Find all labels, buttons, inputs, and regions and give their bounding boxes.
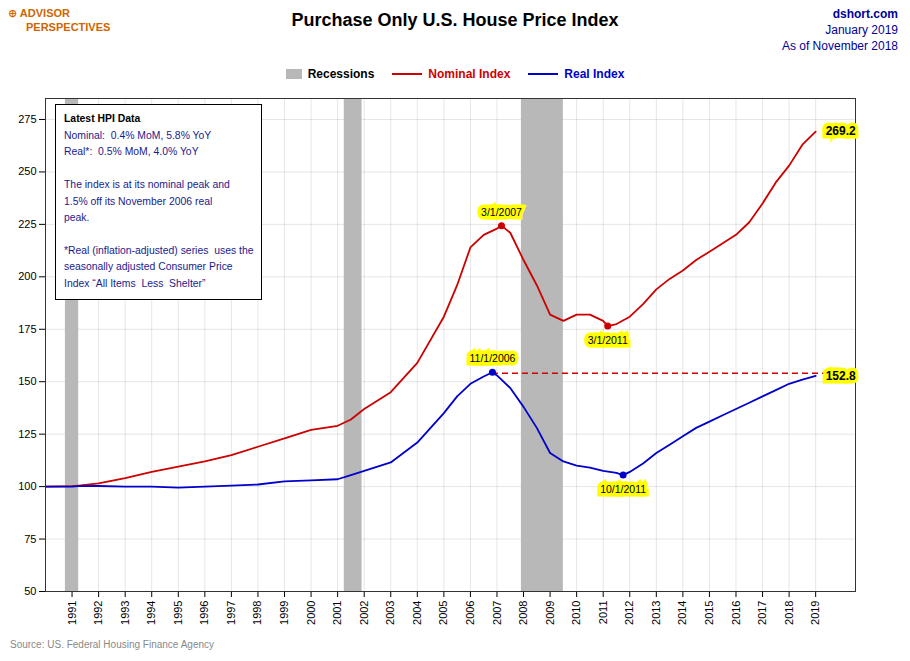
svg-text:1995: 1995 (172, 601, 184, 625)
svg-text:2001: 2001 (331, 601, 343, 625)
svg-text:150: 150 (18, 375, 36, 387)
svg-text:2000: 2000 (305, 601, 317, 625)
svg-text:2016: 2016 (730, 601, 742, 625)
html-text:PERSPECTIVES: PERSPECTIVES (26, 21, 111, 33)
svg-text:3/1/2011: 3/1/2011 (588, 334, 628, 346)
svg-text:10/1/2011: 10/1/2011 (600, 483, 646, 495)
html-text:Latest HPI Data: Latest HPI Data (64, 113, 141, 124)
svg-text:250: 250 (18, 165, 36, 177)
html-text:Purchase Only U.S. House Price: Purchase Only U.S. House Price Index (291, 10, 619, 30)
svg-text:1997: 1997 (225, 601, 237, 625)
svg-text:275: 275 (18, 113, 36, 125)
svg-text:1996: 1996 (198, 601, 210, 625)
html-text:Real*: 0.5% MoM, 4.0% YoY: Real*: 0.5% MoM, 4.0% YoY (64, 146, 199, 158)
svg-text:2005: 2005 (437, 601, 449, 625)
svg-text:2010: 2010 (570, 601, 582, 625)
html-text:dshort.com: dshort.com (832, 7, 898, 21)
svg-text:2003: 2003 (384, 601, 396, 625)
svg-text:1992: 1992 (92, 601, 104, 625)
svg-text:125: 125 (18, 428, 36, 440)
svg-text:2008: 2008 (517, 601, 529, 625)
html-text:seasonally adjusted Consumer P: seasonally adjusted Consumer Price (64, 261, 233, 273)
html-text:Nominal Index: Nominal Index (428, 67, 511, 81)
html-text:Source: US. Federal Housing Fi: Source: US. Federal Housing Finance Agen… (10, 639, 214, 650)
svg-text:2015: 2015 (703, 601, 715, 625)
svg-text:1999: 1999 (278, 601, 290, 625)
svg-text:269.2: 269.2 (826, 124, 856, 138)
svg-text:2011: 2011 (597, 601, 609, 625)
html-text:1.5% off its November 2006 rea: 1.5% off its November 2006 real (64, 195, 213, 207)
svg-text:2012: 2012 (623, 601, 635, 625)
svg-text:1994: 1994 (145, 601, 157, 625)
svg-text:2018: 2018 (783, 601, 795, 625)
svg-text:152.8: 152.8 (826, 369, 856, 383)
svg-text:2002: 2002 (358, 601, 370, 625)
svg-text:3/1/2007: 3/1/2007 (481, 206, 522, 218)
html-text:Real Index: Real Index (564, 67, 625, 81)
html-text:Recessions: Recessions (307, 67, 375, 81)
svg-text:2017: 2017 (756, 601, 768, 625)
svg-text:2004: 2004 (411, 601, 423, 625)
svg-text:11/1/2006: 11/1/2006 (469, 352, 515, 364)
svg-text:2019: 2019 (809, 601, 821, 625)
svg-text:50: 50 (24, 585, 36, 597)
html-text:Index “All Items Less Shelter”: Index “All Items Less Shelter” (64, 278, 206, 290)
svg-text:2009: 2009 (544, 601, 556, 625)
svg-text:1998: 1998 (251, 601, 263, 625)
html-text:As of November 2018: As of November 2018 (781, 39, 898, 53)
html-text:Nominal: 0.4% MoM, 5.8% YoY: Nominal: 0.4% MoM, 5.8% YoY (64, 129, 212, 141)
svg-text:75: 75 (24, 533, 36, 545)
svg-text:1993: 1993 (119, 601, 131, 625)
html-text:January 2019: January 2019 (825, 23, 898, 37)
svg-text:2006: 2006 (464, 601, 476, 625)
html-text:*Real (inflation-adjusted) ser: *Real (inflation-adjusted) series uses t… (64, 244, 254, 256)
svg-text:2013: 2013 (650, 601, 662, 625)
svg-text:100: 100 (18, 480, 36, 492)
svg-text:2007: 2007 (490, 601, 502, 625)
svg-text:2014: 2014 (676, 601, 688, 625)
svg-text:1991: 1991 (66, 601, 78, 625)
svg-text:225: 225 (18, 218, 36, 230)
svg-text:175: 175 (18, 323, 36, 335)
html-text:peak.: peak. (64, 212, 90, 224)
html-text:⊕ ADVISOR: ⊕ ADVISOR (8, 7, 70, 19)
svg-text:200: 200 (18, 270, 36, 282)
html-text:The index is at its nominal pe: The index is at its nominal peak and (64, 178, 230, 190)
